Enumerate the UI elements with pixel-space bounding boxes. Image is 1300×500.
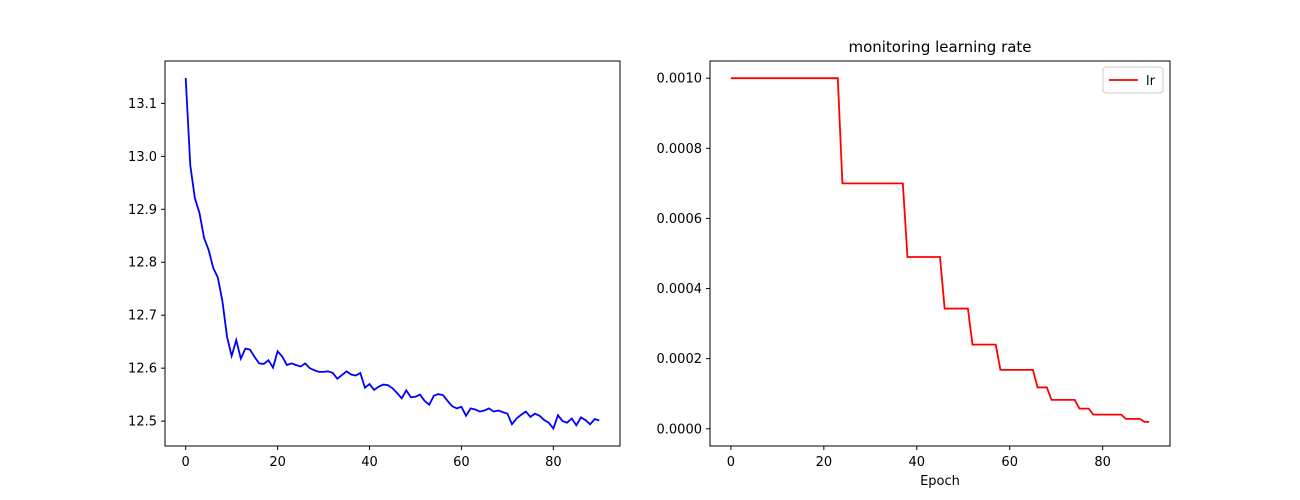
- lr-ytick-label: 0.0004: [657, 282, 703, 297]
- lr-ytick-label: 0.0010: [657, 72, 703, 87]
- loss-series-line: [184, 77, 600, 431]
- lr-chart: monitoring learning rate 0 20 40 60 80 0.0000…: [657, 38, 1171, 489]
- legend-label-lr: lr: [1146, 74, 1156, 89]
- loss-ytick-label: 12.9: [128, 203, 157, 218]
- lr-xtick-label: 80: [1094, 455, 1111, 470]
- loss-xtick-label: 80: [545, 455, 562, 470]
- lr-ytick-label: 0.0008: [657, 142, 703, 157]
- lr-chart-ticks: 0 20 40 60 80 0.0000 0.0002 0.0004 0.0006 0.0008 0…: [657, 72, 1111, 470]
- loss-xtick-label: 60: [453, 455, 470, 470]
- loss-ytick-label: 12.8: [128, 256, 157, 271]
- lr-chart-title: monitoring learning rate: [848, 38, 1031, 56]
- loss-ytick-label: 12.5: [128, 415, 157, 430]
- loss-xtick-label: 0: [182, 455, 190, 470]
- lr-ytick-label: 0.0002: [657, 352, 703, 367]
- loss-chart: 0 20 40 60 80 12.5 12.6 12.7 12.8 12.9 13.0 13.1: [128, 60, 621, 470]
- loss-chart-ticks: 0 20 40 60 80 12.5 12.6 12.7 12.8 12.9 13.0 13.1: [128, 97, 562, 470]
- lr-ytick-label: 0.0000: [657, 422, 703, 437]
- loss-xtick-label: 20: [269, 455, 286, 470]
- loss-ytick-label: 13.1: [128, 97, 157, 112]
- loss-ytick-label: 12.6: [128, 362, 157, 377]
- loss-ytick-label: 12.7: [128, 309, 157, 324]
- lr-xtick-label: 0: [727, 455, 735, 470]
- lr-ytick-label: 0.0006: [657, 212, 703, 227]
- loss-xtick-label: 40: [361, 455, 378, 470]
- loss-chart-frame: [164, 60, 621, 447]
- lr-series-line: [730, 77, 1150, 423]
- lr-legend: lr: [1102, 66, 1164, 94]
- lr-xtick-label: 40: [908, 455, 925, 470]
- lr-chart-xlabel: Epoch: [920, 474, 960, 489]
- lr-chart-frame: [709, 60, 1171, 447]
- lr-xtick-label: 20: [816, 455, 833, 470]
- loss-ytick-label: 13.0: [128, 150, 157, 165]
- lr-xtick-label: 60: [1001, 455, 1018, 470]
